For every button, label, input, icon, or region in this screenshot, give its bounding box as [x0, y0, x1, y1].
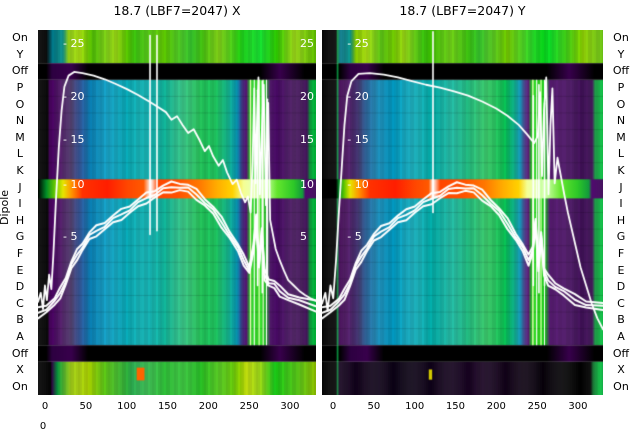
- colorscale-label: - 20: [347, 90, 369, 103]
- dipole-row-label-right: A: [617, 329, 625, 343]
- dipole-row-label-left: F: [16, 246, 24, 260]
- dipole-row-label-right: I: [619, 197, 623, 211]
- x-tick-label: 300: [568, 401, 588, 412]
- dipole-row-label-right: B: [617, 313, 625, 327]
- dipole-row-label-left: B: [16, 313, 24, 327]
- x-tick-label: 300: [280, 401, 300, 412]
- colorscale-label-right: 20: [300, 90, 314, 103]
- dipole-row-label-left: Off: [11, 64, 29, 78]
- dipole-row-label-left: N: [15, 114, 25, 128]
- dipole-row-label-right: G: [616, 230, 626, 244]
- dipole-row-label-left: A: [16, 329, 24, 343]
- dipole-row-label-right: H: [616, 213, 626, 227]
- colorscale-label: - 15: [63, 133, 85, 146]
- x-tick-label: 200: [486, 401, 506, 412]
- dipole-row-label-right: F: [617, 246, 625, 260]
- x-tick-label: 50: [79, 401, 93, 412]
- colorscale-label: - 25: [63, 37, 85, 50]
- dipole-row-label-left: On: [12, 31, 28, 45]
- dipole-row-label-left: J: [18, 180, 22, 194]
- dipole-row-label-right: On: [613, 379, 629, 393]
- dipole-row-label-right: J: [619, 180, 623, 194]
- dipole-row-label-left: O: [15, 97, 25, 111]
- x-tick-label: 250: [527, 401, 547, 412]
- dipole-row-label-left: On: [12, 379, 28, 393]
- dipole-row-label-left: Off: [11, 346, 29, 360]
- colorscale-label: - 25: [347, 37, 369, 50]
- dipole-row-label-right: L: [617, 147, 625, 161]
- x-tick-label: 100: [117, 401, 137, 412]
- dipole-row-label-right: Off: [612, 346, 630, 360]
- dipole-row-label-right: Off: [612, 64, 630, 78]
- dipole-row-label-left: P: [16, 81, 24, 95]
- colorscale-label-right: 15: [300, 133, 314, 146]
- dipole-row-label-right: M: [616, 130, 626, 144]
- x-tick-label: 0: [329, 401, 337, 412]
- colorscale-label: - 20: [63, 90, 85, 103]
- x-tick-label: 50: [367, 401, 381, 412]
- colorscale-label: - 15: [347, 133, 369, 146]
- dipole-row-label-right: X: [617, 363, 625, 377]
- dipole-row-label-left: L: [16, 147, 24, 161]
- colorscale-label: - 10: [347, 178, 369, 191]
- colorscale-label: - 5: [347, 230, 362, 243]
- dipole-row-label-left: M: [15, 130, 25, 144]
- x-tick-label: 150: [445, 401, 466, 412]
- dipole-row-label-left: G: [15, 230, 25, 244]
- colorscale-label: - 10: [63, 178, 85, 191]
- dipole-row-label-left: C: [16, 296, 24, 310]
- dipole-row-label-left: D: [15, 280, 25, 294]
- panel-y-title: 18.7 (LBF7=2047) Y: [399, 3, 526, 18]
- colorscale-label-right: 25: [300, 37, 314, 50]
- dipole-row-label-right: D: [616, 280, 626, 294]
- dipole-row-label-right: E: [617, 263, 625, 277]
- x-tick-label: 100: [405, 401, 425, 412]
- dipole-row-label-right: C: [617, 296, 625, 310]
- panel-x-title: 18.7 (LBF7=2047) X: [113, 3, 241, 18]
- dipole-row-label-right: Y: [617, 47, 625, 61]
- colorscale-label-right: 10: [300, 178, 314, 191]
- x-tick-label: 250: [239, 401, 259, 412]
- heatmap-panel-y: [322, 30, 603, 395]
- origin-tick-label: 0: [39, 421, 47, 432]
- dipole-row-label-right: P: [617, 81, 625, 95]
- x-tick-label: 200: [198, 401, 218, 412]
- dipole-row-label-right: On: [613, 31, 629, 45]
- x-tick-label: 0: [41, 401, 49, 412]
- dipole-row-label-right: O: [616, 97, 626, 111]
- x-tick-label: 150: [157, 401, 178, 412]
- dipole-row-label-left: X: [16, 363, 24, 377]
- dipole-row-label-left: H: [15, 213, 25, 227]
- dipole-row-label-left: I: [18, 197, 22, 211]
- heatmap-panel-x: [38, 30, 316, 395]
- dipole-row-label-right: N: [616, 114, 626, 128]
- colorscale-label-right: 5: [300, 230, 307, 243]
- dipole-row-label-left: Y: [16, 47, 24, 61]
- colorscale-label: - 5: [63, 230, 78, 243]
- dipole-row-label-left: K: [16, 164, 24, 178]
- dipole-row-label-right: K: [617, 164, 625, 178]
- dipole-row-label-left: E: [16, 263, 24, 277]
